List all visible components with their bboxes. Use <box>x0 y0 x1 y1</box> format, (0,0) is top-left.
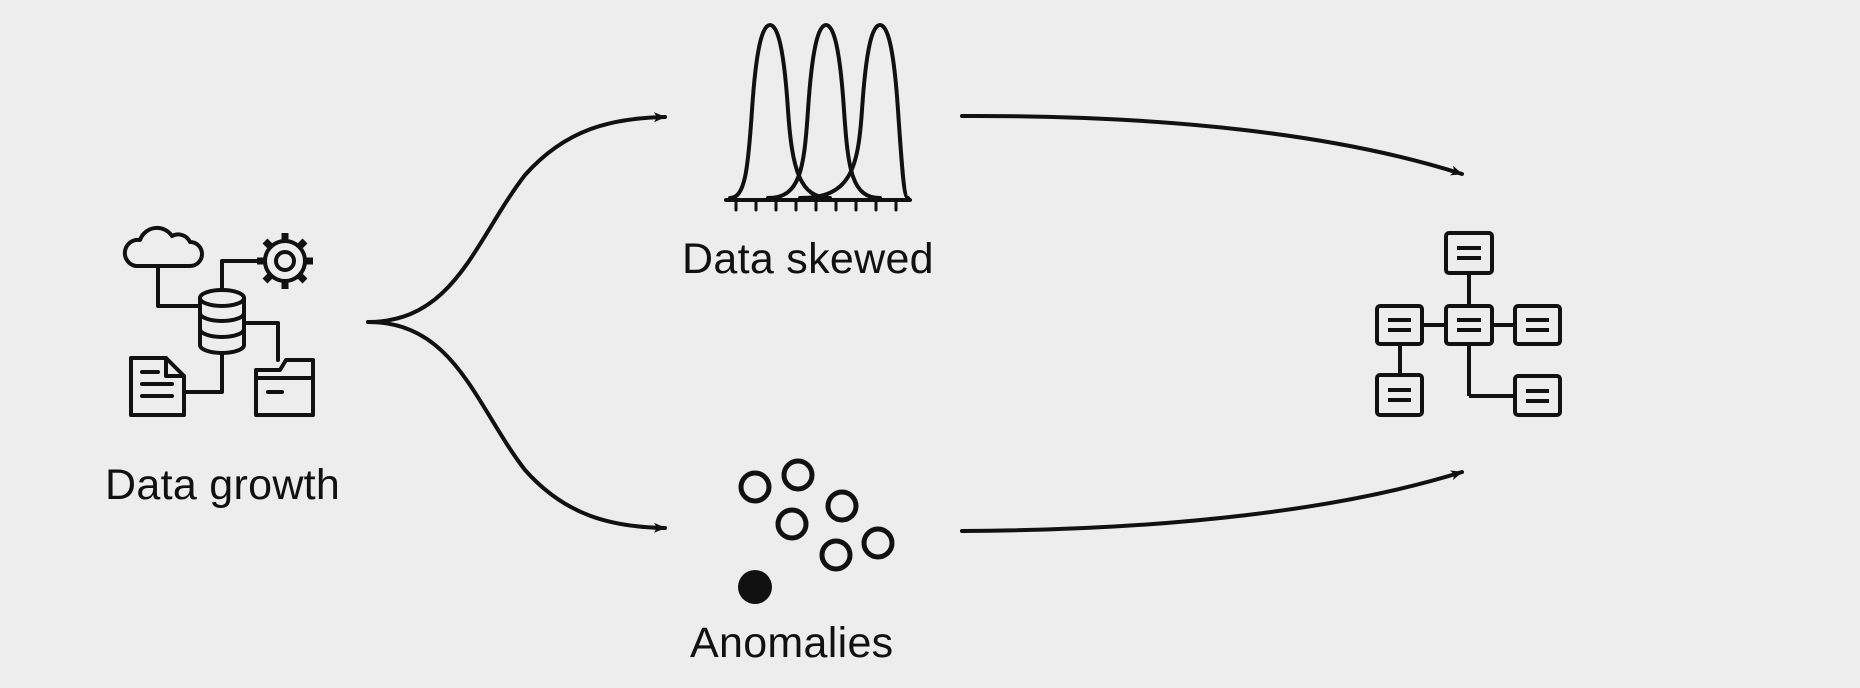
tree-node-center <box>1444 304 1494 346</box>
label-data-skewed: Data skewed <box>682 235 934 283</box>
label-data-growth: Data growth <box>105 461 341 509</box>
arrow-growth-to-skewed <box>366 112 667 324</box>
document-icon <box>129 356 186 417</box>
anomaly-dot <box>738 570 772 604</box>
bell-curve-middle <box>766 22 882 200</box>
bell-curve-left <box>728 22 832 200</box>
distribution-curves-icon <box>724 22 912 212</box>
cloud-icon <box>122 225 204 268</box>
data-sources-icon <box>122 225 315 417</box>
bell-curve-right <box>798 22 910 200</box>
arrow-growth-to-anomalies <box>366 320 667 533</box>
arrow-skewed-to-outcome <box>960 113 1464 176</box>
database-icon <box>198 288 246 355</box>
gear-connector <box>220 259 259 290</box>
tree-node-left <box>1375 304 1424 346</box>
folder-connector <box>242 321 280 362</box>
label-anomalies: Anomalies <box>690 619 894 667</box>
arrow-anomalies-to-outcome <box>960 470 1464 533</box>
tree-node-right <box>1513 304 1562 346</box>
tree-node-top <box>1444 231 1494 275</box>
folder-icon <box>254 358 315 417</box>
document-connector <box>182 351 224 394</box>
gear-icon <box>257 233 313 289</box>
cloud-connector <box>156 264 202 308</box>
outlier-dots-icon <box>738 458 895 604</box>
tree-node-bottom-right <box>1513 374 1562 417</box>
tree-node-bottom-left <box>1375 373 1424 417</box>
baseline-ticks <box>734 198 898 212</box>
hierarchy-tree-icon <box>1375 231 1562 417</box>
